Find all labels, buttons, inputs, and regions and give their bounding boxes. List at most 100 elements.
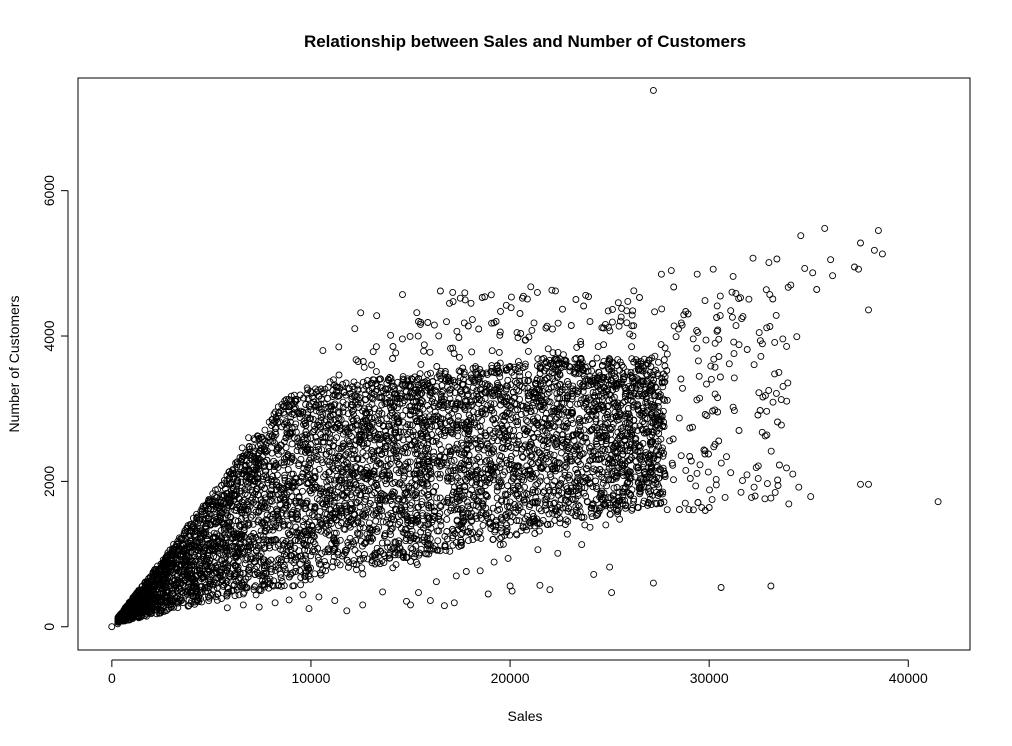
data-point — [507, 477, 515, 485]
data-point — [372, 380, 380, 388]
data-point — [457, 523, 465, 531]
data-point — [386, 475, 394, 483]
data-point — [483, 493, 491, 501]
data-point — [599, 479, 607, 487]
data-point — [402, 407, 410, 414]
data-point — [441, 368, 449, 375]
data-point — [382, 399, 390, 407]
data-point — [297, 455, 305, 463]
data-point — [517, 411, 525, 418]
data-point — [277, 574, 285, 582]
data-point — [576, 379, 584, 387]
data-point — [330, 553, 338, 561]
data-point — [302, 428, 310, 436]
plot-frame — [77, 77, 971, 651]
data-point — [285, 573, 293, 581]
data-point — [436, 470, 444, 478]
data-point — [294, 435, 302, 442]
data-point — [293, 447, 301, 455]
data-point — [277, 570, 285, 578]
data-point — [472, 495, 480, 503]
data-point — [232, 459, 240, 467]
data-point — [325, 526, 333, 534]
data-point — [424, 370, 431, 378]
data-point — [293, 488, 301, 496]
data-point — [421, 550, 429, 558]
data-point — [507, 381, 515, 389]
data-point — [493, 487, 501, 495]
data-point — [434, 470, 442, 478]
chart-title: Relationship between Sales and Number of… — [304, 32, 746, 51]
data-point — [586, 457, 594, 465]
data-point — [433, 373, 441, 381]
data-point — [574, 400, 581, 408]
data-point — [399, 436, 407, 444]
data-point — [329, 563, 336, 571]
data-point — [436, 370, 444, 378]
data-point — [425, 550, 433, 558]
data-point — [397, 467, 405, 475]
data-point — [475, 453, 483, 461]
data-point — [652, 499, 660, 507]
data-point — [373, 525, 381, 533]
data-point — [424, 531, 432, 539]
data-point — [587, 443, 595, 451]
points-layer — [108, 86, 942, 631]
data-point — [252, 554, 260, 562]
data-point — [592, 438, 600, 445]
data-point — [245, 538, 253, 546]
data-point — [660, 356, 668, 364]
data-point — [434, 537, 442, 545]
data-point — [494, 501, 502, 509]
data-point — [284, 466, 292, 473]
data-point — [537, 473, 545, 481]
data-point — [566, 401, 574, 409]
data-point — [630, 358, 638, 366]
data-point — [460, 491, 468, 499]
data-point — [261, 426, 269, 434]
data-point — [340, 491, 348, 499]
data-point — [557, 449, 565, 457]
data-point — [388, 500, 396, 508]
data-point — [302, 419, 309, 427]
data-point — [476, 528, 484, 536]
data-point — [335, 402, 343, 410]
data-point — [339, 442, 347, 450]
data-point — [643, 377, 651, 385]
data-point — [436, 494, 444, 502]
data-point — [390, 447, 398, 455]
data-point — [433, 494, 441, 502]
data-point — [378, 401, 386, 409]
data-point — [344, 436, 351, 444]
data-point — [433, 383, 441, 391]
data-point — [245, 520, 253, 528]
data-point — [308, 393, 316, 401]
data-point — [342, 420, 350, 428]
data-point — [504, 376, 512, 384]
data-point — [433, 434, 441, 442]
data-point — [512, 413, 520, 421]
data-point — [291, 423, 299, 431]
data-point — [564, 507, 572, 515]
data-point — [310, 485, 318, 493]
data-point — [311, 570, 319, 578]
data-point — [604, 408, 612, 416]
data-point — [382, 480, 390, 488]
data-point — [588, 513, 596, 521]
data-point — [465, 458, 473, 465]
data-point — [640, 355, 648, 363]
data-point — [593, 484, 600, 492]
data-point — [593, 354, 601, 362]
data-point — [313, 483, 321, 491]
data-point — [589, 468, 597, 476]
data-point — [454, 412, 462, 420]
data-point — [354, 550, 362, 558]
data-point — [420, 462, 428, 470]
data-point — [478, 416, 486, 424]
data-point — [174, 604, 182, 612]
data-point — [351, 546, 359, 554]
data-point — [347, 518, 355, 526]
data-point — [540, 487, 548, 495]
data-point — [635, 366, 642, 374]
